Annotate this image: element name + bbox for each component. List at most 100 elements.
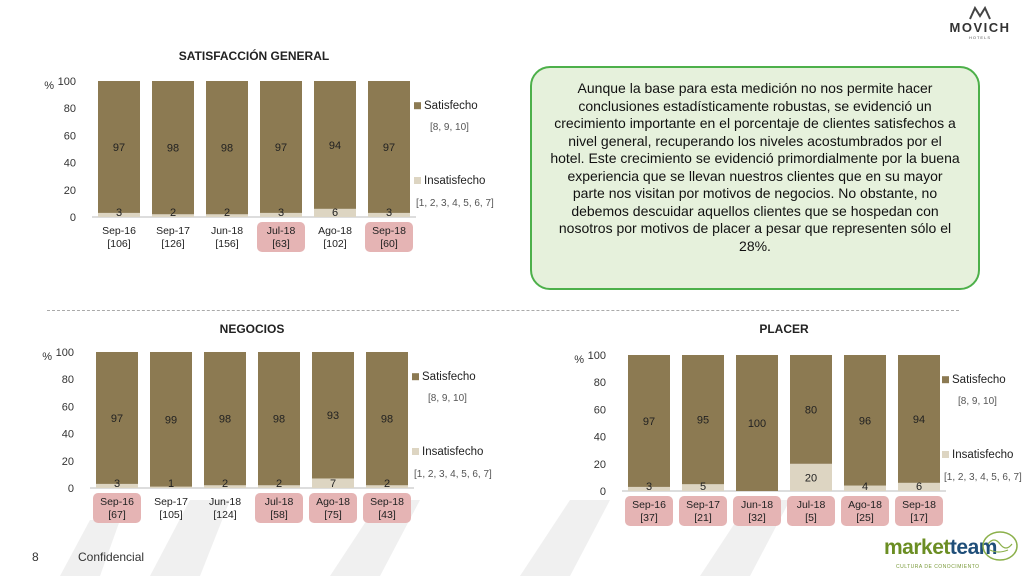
bar-satisfecho: [898, 355, 940, 483]
x-tick-base: [32]: [748, 512, 766, 524]
data-label-satisfecho: 97: [275, 142, 287, 154]
data-label-satisfecho: 94: [913, 414, 925, 426]
y-tick-label: 80: [594, 377, 606, 389]
page-number: 8: [32, 550, 39, 564]
legend-label-insatisfecho: Insatisfecho: [424, 175, 485, 187]
x-tick-label: Sep-18: [372, 225, 406, 237]
brain-icon: [982, 531, 1018, 561]
legend-scale-satisfecho: [8, 9, 10]: [430, 122, 469, 133]
data-label-satisfecho: 93: [327, 410, 339, 422]
legend-scale-insatisfecho: [1, 2, 3, 4, 5, 6, 7]: [416, 198, 494, 209]
data-label-insatisfecho: 3: [278, 207, 284, 219]
x-tick-label: Jul-18: [797, 499, 826, 511]
data-label-satisfecho: 98: [221, 143, 233, 155]
x-tick-base: [21]: [694, 512, 712, 524]
y-tick-label: 60: [594, 404, 606, 416]
data-label-satisfecho: 97: [383, 142, 395, 154]
bar-satisfecho: [790, 355, 832, 464]
legend-swatch-insatisfecho: [942, 451, 949, 458]
bar-insatisfecho: [368, 212, 410, 217]
y-tick-label: 20: [594, 459, 606, 471]
x-tick-base: [5]: [805, 512, 817, 524]
bar-insatisfecho: [98, 212, 140, 217]
chart-title: PLACER: [759, 322, 809, 336]
data-label-insatisfecho: 7: [330, 478, 336, 490]
legend-label-satisfecho: Satisfecho: [422, 371, 476, 383]
legend-swatch-satisfecho: [412, 373, 419, 381]
x-tick-base: [58]: [270, 509, 288, 521]
data-label-insatisfecho: 3: [386, 207, 392, 219]
bar-satisfecho: [368, 81, 410, 213]
data-label-satisfecho: 97: [113, 142, 125, 154]
chart-title: NEGOCIOS: [220, 322, 285, 336]
x-tick-base: [102]: [323, 238, 346, 250]
y-tick-label: 60: [62, 401, 74, 413]
y-tick-label: 20: [62, 456, 74, 468]
bar-satisfecho: [682, 355, 724, 485]
data-label-insatisfecho: 1: [168, 478, 174, 490]
x-tick-label: Jun-18: [211, 225, 243, 237]
x-tick-label: Jun-18: [741, 499, 773, 511]
movich-brand-text: MOVICH: [949, 20, 1011, 35]
legend-scale-satisfecho: [8, 9, 10]: [428, 393, 467, 404]
x-tick-label: Jul-18: [267, 225, 296, 237]
x-tick-label: Jul-18: [265, 496, 294, 508]
data-label-insatisfecho: 6: [332, 207, 338, 219]
legend-swatch-insatisfecho: [414, 177, 421, 184]
bar-insatisfecho: [366, 485, 408, 488]
bar-satisfecho: [258, 352, 300, 486]
bar-satisfecho: [844, 355, 886, 486]
data-label-insatisfecho: 2: [384, 478, 390, 490]
x-tick-base: [124]: [213, 509, 236, 521]
x-tick-base: [75]: [324, 509, 342, 521]
y-tick-label: 40: [594, 432, 606, 444]
bar-satisfecho: [206, 81, 248, 215]
category-highlight: [255, 493, 303, 523]
data-label-satisfecho: 94: [329, 140, 341, 152]
x-tick-label: Sep-17: [154, 496, 188, 508]
bar-insatisfecho: [682, 484, 724, 491]
legend-label-satisfecho: Satisfecho: [424, 100, 478, 112]
category-highlight: [257, 222, 305, 252]
marketteam-logo-sub: CULTURA DE CONOCIMIENTO: [896, 564, 980, 570]
bar-insatisfecho: [204, 485, 246, 488]
legend-scale-insatisfecho: [1, 2, 3, 4, 5, 6, 7]: [414, 469, 492, 480]
bar-satisfecho: [312, 352, 354, 479]
x-tick-label: Sep-16: [632, 499, 666, 511]
bar-insatisfecho: [312, 478, 354, 488]
bar-satisfecho: [260, 81, 302, 213]
y-tick-label: 0: [68, 483, 74, 495]
data-label-insatisfecho: 3: [646, 481, 652, 493]
bar-insatisfecho: [314, 208, 356, 217]
category-highlight: [895, 496, 943, 526]
y-tick-label: 80: [64, 103, 76, 115]
x-tick-base: [60]: [380, 238, 398, 250]
bar-satisfecho: [96, 352, 138, 484]
y-tick-label: 40: [64, 158, 76, 170]
x-tick-label: Sep-16: [102, 225, 136, 237]
x-tick-base: [106]: [107, 238, 130, 250]
bar-insatisfecho: [258, 485, 300, 488]
x-tick-base: [67]: [108, 509, 126, 521]
movich-logo-icon: [969, 6, 991, 20]
category-highlight: [679, 496, 727, 526]
bar-insatisfecho: [628, 486, 670, 491]
y-tick-label: 0: [600, 486, 606, 498]
category-highlight: [841, 496, 889, 526]
x-tick-base: [63]: [272, 238, 290, 250]
data-label-satisfecho: 100: [748, 418, 766, 430]
chart-satisfaccion-general: SATISFACCIÓN GENERAL 0 20 40 60 80 100% 97 3 Sep-…: [44, 48, 494, 252]
movich-brand-sub: HOTELS: [968, 35, 991, 40]
bar-insatisfecho: [260, 212, 302, 217]
x-tick-label: Sep-16: [100, 496, 134, 508]
data-label-insatisfecho: 3: [114, 478, 120, 490]
confidential-label: Confidencial: [78, 550, 145, 564]
bar-satisfecho: [628, 355, 670, 487]
data-label-insatisfecho: 2: [222, 478, 228, 490]
data-label-insatisfecho: 2: [224, 207, 230, 219]
data-label-satisfecho: 97: [111, 413, 123, 425]
category-highlight: [309, 493, 357, 523]
data-label-satisfecho: 98: [273, 414, 285, 426]
y-tick-label: 40: [62, 429, 74, 441]
x-tick-label: Ago-18: [848, 499, 882, 511]
